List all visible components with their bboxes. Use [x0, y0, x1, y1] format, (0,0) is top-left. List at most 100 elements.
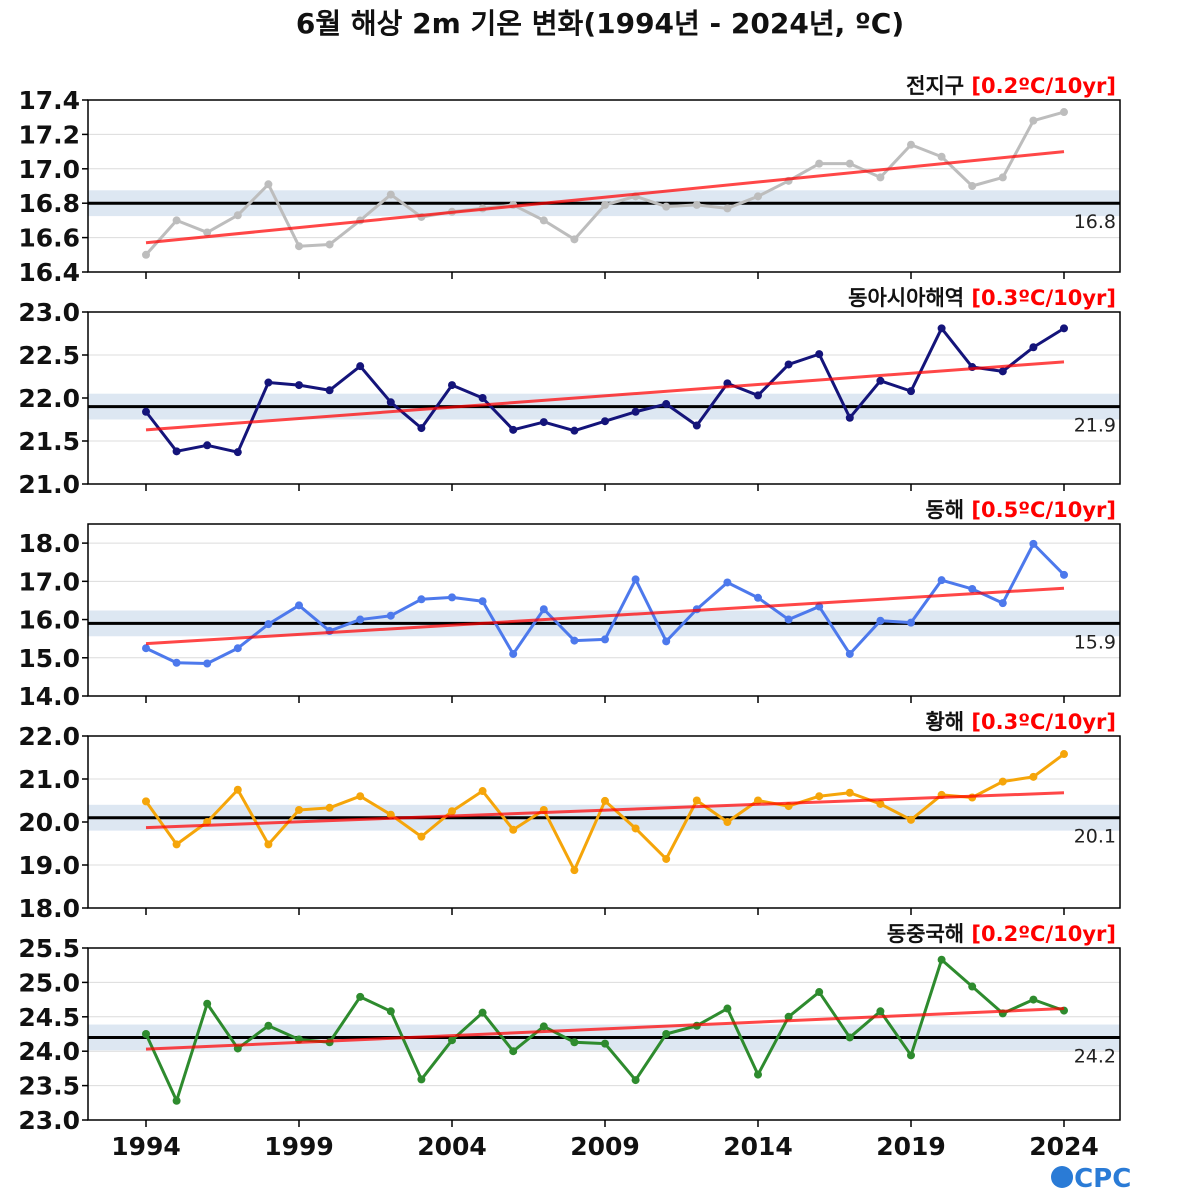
data-point	[907, 387, 915, 396]
panel-frame	[87, 947, 1121, 1121]
series-line	[144, 326, 1065, 454]
data-point	[845, 788, 854, 797]
data-point	[998, 367, 1007, 376]
y-tick-label: 17.0	[18, 155, 80, 184]
data-point	[907, 140, 915, 149]
data-point	[723, 1004, 732, 1013]
data-point	[907, 815, 915, 824]
data-point	[478, 1008, 487, 1017]
data-point	[601, 1039, 609, 1048]
data-point	[325, 240, 334, 249]
data-point	[203, 228, 212, 237]
y-tick-label: 16.4	[18, 258, 80, 287]
data-point	[907, 1051, 915, 1060]
data-point	[264, 840, 273, 849]
y-tick-label: 16.0	[18, 606, 80, 635]
data-point	[417, 1075, 426, 1084]
data-point	[417, 424, 426, 433]
data-point	[631, 407, 640, 416]
y-tick-label: 17.4	[18, 86, 80, 115]
data-point	[1060, 750, 1068, 759]
data-point	[937, 955, 946, 964]
data-point	[662, 400, 671, 409]
series-line	[145, 542, 1066, 666]
data-point	[264, 378, 273, 387]
data-point	[570, 1038, 579, 1047]
data-point	[233, 644, 242, 653]
data-point	[172, 447, 181, 456]
data-point	[448, 807, 456, 816]
y-tick-label: 24.5	[18, 1003, 80, 1032]
x-tick-label: 2009	[570, 1132, 640, 1161]
data-point	[570, 426, 579, 435]
data-point	[754, 1070, 762, 1079]
data-point	[570, 866, 579, 875]
data-point	[295, 805, 303, 814]
data-point	[172, 658, 181, 667]
data-point	[478, 597, 487, 606]
data-point	[203, 441, 212, 450]
trend-line	[145, 1007, 1065, 1051]
data-point	[907, 618, 915, 627]
y-tick-label: 23.0	[18, 1106, 80, 1135]
y-tick-label: 24.0	[18, 1037, 80, 1066]
data-point	[386, 190, 395, 199]
x-tick-label: 1999	[264, 1132, 334, 1161]
data-point	[1060, 324, 1068, 333]
data-point	[662, 1030, 671, 1038]
data-point	[876, 173, 885, 182]
panel-name: 동해	[925, 498, 971, 522]
data-point	[784, 615, 793, 624]
y-tick-label: 15.0	[18, 644, 80, 673]
panel-name: 황해	[925, 710, 971, 734]
panels: 16.4 16.6 16.8 17.0 17.2 17.4 16.8 전지구 [0.2ºC/1…	[18, 74, 1121, 1135]
data-point	[876, 1007, 885, 1016]
data-point	[662, 202, 671, 211]
panel-trend-label: [0.5ºC/10yr]	[971, 498, 1116, 522]
data-point	[754, 796, 762, 805]
y-tick-label: 16.8	[18, 189, 80, 218]
data-point	[142, 1030, 150, 1038]
data-point	[142, 250, 150, 259]
data-point	[845, 1033, 854, 1042]
data-point	[1029, 772, 1038, 781]
data-point	[601, 200, 609, 209]
y-tick-label: 21.5	[18, 427, 80, 456]
x-tick-label: 1994	[111, 1132, 181, 1161]
data-point	[509, 1047, 518, 1056]
data-point	[998, 599, 1007, 608]
x-tick-label: 2024	[1029, 1132, 1099, 1161]
data-point	[417, 595, 426, 604]
normal-value-label: 15.9	[1074, 631, 1116, 653]
data-point	[325, 803, 334, 812]
panel-frame	[87, 99, 1121, 273]
data-point	[845, 649, 854, 658]
panel-2: 14.0 15.0 16.0 17.0 18.0 15.9 동해 [0.5ºC/10yr]	[18, 498, 1121, 711]
data-point	[876, 616, 885, 625]
y-tick-label: 19.0	[18, 851, 80, 880]
data-point	[754, 192, 762, 201]
data-point	[845, 159, 854, 168]
normal-value-label: 24.2	[1074, 1045, 1116, 1067]
data-point	[1029, 116, 1038, 125]
data-point	[723, 818, 732, 826]
data-point	[539, 1022, 548, 1031]
data-point	[386, 1007, 395, 1016]
data-point	[539, 216, 548, 225]
data-point	[142, 797, 150, 806]
data-point	[172, 1096, 181, 1105]
chart-title: 6월 해상 2m 기온 변화(1994년 - 2024년, ºC)	[296, 7, 904, 40]
data-point	[631, 824, 640, 833]
data-point	[356, 615, 365, 624]
data-point	[815, 350, 824, 359]
data-point	[570, 235, 579, 244]
data-point	[845, 413, 854, 422]
y-tick-label: 23.0	[18, 298, 80, 327]
data-point	[448, 593, 456, 602]
data-point	[692, 796, 701, 805]
y-tick-label: 14.0	[18, 682, 80, 711]
data-point	[723, 578, 732, 587]
x-tick-label: 2014	[723, 1132, 793, 1161]
y-tick-label: 23.5	[18, 1072, 80, 1101]
